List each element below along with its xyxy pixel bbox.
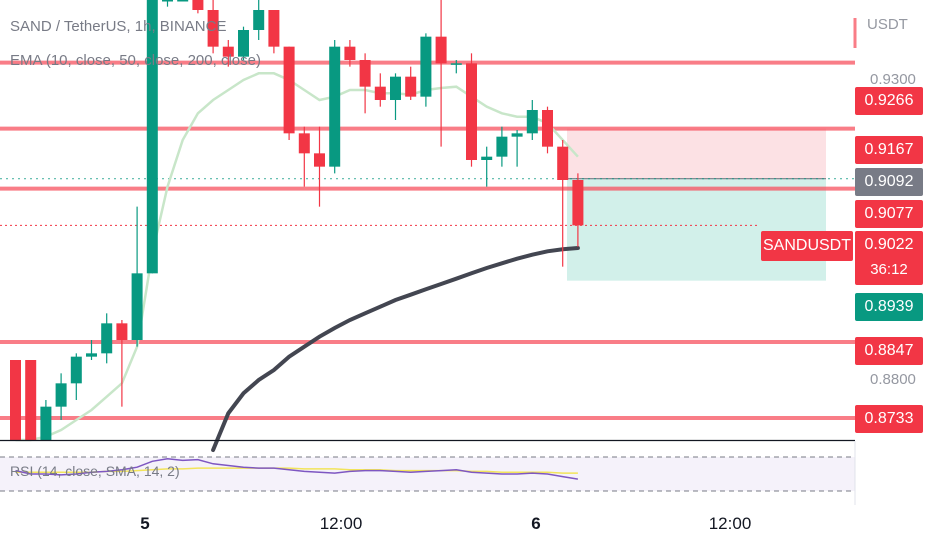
candle-body — [10, 360, 21, 440]
candle-body — [359, 60, 371, 87]
candle-body — [268, 10, 280, 47]
candle-body — [314, 153, 325, 167]
x-tick: 6 — [531, 514, 541, 533]
level-tag[interactable]: 0.9077 — [855, 200, 923, 228]
level-tag[interactable]: 0.9167 — [855, 136, 923, 164]
level-tag[interactable]: 0.8847 — [855, 337, 923, 365]
candle-body — [496, 136, 508, 157]
candle-body — [466, 63, 477, 161]
candle-body — [55, 383, 67, 407]
candle-body — [162, 0, 173, 2]
candle-body — [511, 133, 523, 137]
candle-body — [70, 356, 82, 384]
x-tick: 12:00 — [708, 514, 752, 533]
candle-body — [374, 86, 386, 100]
x-tick: 12:00 — [319, 514, 363, 533]
candle-body — [572, 180, 584, 226]
candle-body — [146, 0, 158, 274]
symbol-price-tag[interactable]: SANDUSDT — [761, 231, 853, 261]
rsi-pane — [0, 456, 855, 492]
candle-body — [481, 156, 493, 160]
horizontal-levels — [0, 18, 857, 420]
candle-body — [207, 10, 219, 47]
level-tag[interactable]: 0.9266 — [855, 87, 923, 115]
ema-lines — [15, 72, 580, 452]
candle-body — [526, 110, 538, 134]
candle-countdown: 36:12 — [870, 261, 908, 278]
candle-body — [435, 36, 447, 64]
y-tick: 0.9300 — [870, 71, 916, 88]
candle-body — [25, 360, 37, 440]
ema-fast-line — [15, 72, 579, 442]
candle-body — [420, 36, 432, 97]
target-tag[interactable]: 0.8939 — [855, 293, 923, 321]
candle-body — [116, 323, 128, 340]
candle-body — [131, 273, 143, 340]
current-price-tag[interactable]: 0.9022 36:12 — [855, 231, 923, 285]
candle-body — [222, 46, 234, 57]
candle-body — [40, 406, 52, 440]
rsi-line — [15, 457, 579, 480]
currency-label[interactable]: USDT — [867, 16, 908, 33]
candles — [10, 0, 584, 440]
candle-body — [238, 30, 249, 57]
position-zones — [567, 128, 826, 281]
candle-body — [298, 133, 310, 154]
candle-body — [542, 110, 553, 147]
candle-body — [329, 46, 341, 167]
rsi-legend[interactable]: RSI (14, close, SMA, 14, 2) — [10, 463, 180, 479]
candle-body — [86, 353, 97, 357]
y-tick: 0.8800 — [870, 371, 916, 388]
candle-body — [283, 46, 295, 134]
candle-body — [450, 63, 462, 65]
ema-slow-line — [211, 246, 580, 452]
candle-body — [390, 76, 401, 100]
candle-body — [253, 10, 265, 30]
candle-body — [177, 0, 189, 2]
symbol-legend[interactable]: SAND / TetherUS, 1h, BINANCE — [10, 18, 227, 35]
take-profit-zone — [567, 178, 826, 281]
candle-body — [344, 46, 356, 60]
level-tag[interactable]: 0.8733 — [855, 405, 923, 433]
chart-frame — [0, 439, 856, 505]
candle-body — [192, 0, 204, 10]
ema-legend[interactable]: EMA (10, close, 50, close, 200, close) — [10, 52, 261, 69]
stop-loss-zone — [567, 128, 826, 179]
x-tick: 5 — [140, 514, 150, 533]
current-price: 0.9022 — [864, 236, 914, 253]
entry-tag[interactable]: 0.9092 — [855, 168, 923, 196]
candle-body — [405, 76, 417, 97]
rsi-band — [0, 457, 855, 491]
candle-body — [101, 323, 113, 354]
candle-body — [557, 146, 569, 180]
